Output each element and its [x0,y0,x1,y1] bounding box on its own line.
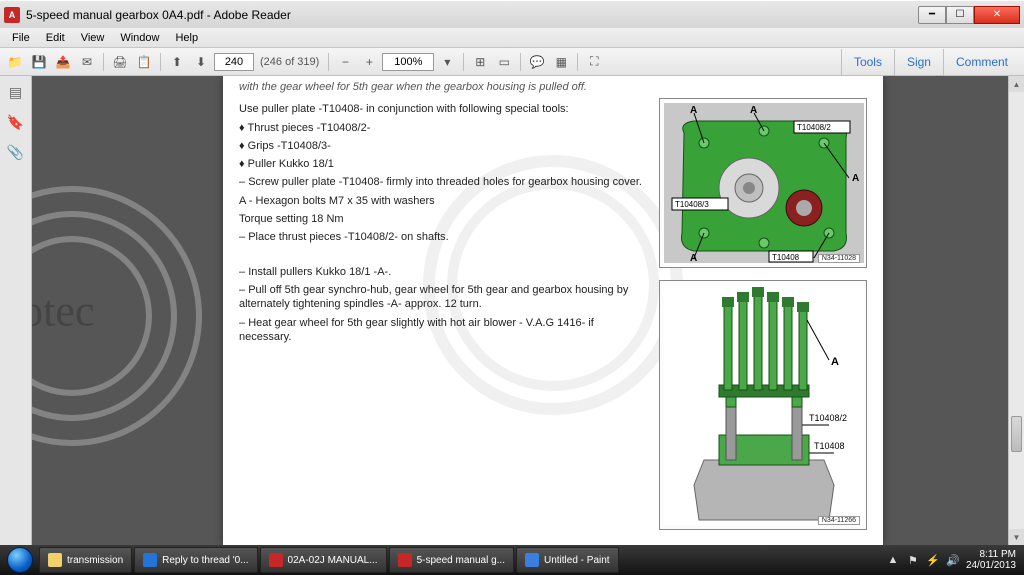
tray-date: 24/01/2013 [966,560,1016,571]
page-down-icon[interactable]: ⬇ [190,51,212,73]
doc-p1: Use puller plate -T10408- in conjunction… [239,102,649,116]
svg-text:A: A [690,105,697,116]
svg-text:T10408/3: T10408/3 [675,200,709,209]
doc-dash: Heat gear wheel for 5th gear slightly wi… [239,316,649,345]
toolbar: 📁 💾 📤 ✉ 🖨 📋 ⬆ ⬇ (246 of 319) − + ▾ ⊞ ▭ 💬… [0,48,1024,76]
menu-view[interactable]: View [73,32,113,44]
page-count: (246 of 319) [260,56,319,68]
menubar: File Edit View Window Help [0,28,1024,48]
fit-icon[interactable]: ⊞ [469,51,491,73]
toolbar-right: Tools Sign Comment [841,49,1020,75]
taskbar-item[interactable]: 5-speed manual g... [389,547,514,573]
toolbar-separator [577,53,578,71]
work-area: ▤ 🔖 📎 Protec with the gear wheel for 5th… [0,76,1024,545]
close-button[interactable]: ✕ [974,6,1020,24]
clock[interactable]: 8:11 PM 24/01/2013 [966,549,1016,571]
copy-icon[interactable]: 📋 [133,51,155,73]
taskbar-item[interactable]: Reply to thread '0... [134,547,257,573]
open-icon[interactable]: 📁 [4,51,26,73]
minimize-button[interactable]: ━ [918,6,946,24]
comment-button[interactable]: Comment [943,49,1020,75]
svg-text:T10408: T10408 [772,253,800,262]
page-up-icon[interactable]: ⬆ [166,51,188,73]
tray-time: 8:11 PM [966,549,1016,560]
flag-icon[interactable]: ⚑ [906,553,920,567]
doc-bullet: Thrust pieces -T10408/2- [239,121,649,135]
doc-dash: Pull off 5th gear synchro-hub, gear whee… [239,283,649,312]
taskbar-item[interactable]: 02A-02J MANUAL... [260,547,387,573]
doc-dash: Install pullers Kukko 18/1 -A-. [239,265,649,279]
scroll-thumb[interactable] [1011,416,1022,452]
page-number-input[interactable] [214,53,254,71]
toolbar-separator [103,53,104,71]
menu-window[interactable]: Window [112,32,167,44]
fit-page-icon[interactable]: ▭ [493,51,515,73]
pdf-page: with the gear wheel for 5th gear when th… [223,76,883,545]
svg-text:A: A [831,356,839,368]
taskbar-item[interactable]: Untitled - Paint [516,547,619,573]
document-area[interactable]: Protec with the gear wheel for 5th gear … [32,76,1008,545]
export-icon[interactable]: 📤 [52,51,74,73]
zoom-in-icon[interactable]: + [358,51,380,73]
svg-text:A: A [750,105,757,116]
vertical-scrollbar[interactable]: ▲ ▼ [1008,76,1024,545]
doc-dash: Place thrust pieces -T10408/2- on shafts… [239,230,649,244]
window-titlebar: A 5-speed manual gearbox 0A4.pdf - Adobe… [0,0,1024,28]
mail-icon[interactable]: ✉ [76,51,98,73]
figure-number: N34-11028 [818,254,860,263]
app-icon: A [4,7,20,23]
svg-text:T10408/2: T10408/2 [797,123,831,132]
svg-text:A: A [690,253,697,263]
svg-text:T10408: T10408 [814,441,845,451]
start-button[interactable] [2,545,38,575]
maximize-button[interactable]: ☐ [946,6,974,24]
window-title: 5-speed manual gearbox 0A4.pdf - Adobe R… [26,8,918,22]
zoom-input[interactable] [382,53,434,71]
network-icon[interactable]: ⚡ [926,553,940,567]
toolbar-separator [520,53,521,71]
toolbar-separator [328,53,329,71]
thumbnails-icon[interactable]: ▤ [6,82,26,102]
toolbar-separator [463,53,464,71]
svg-text:T10408/2: T10408/2 [809,413,847,423]
attachment-icon[interactable]: 📎 [6,142,26,162]
zoom-dropdown-icon[interactable]: ▾ [436,51,458,73]
save-icon[interactable]: 💾 [28,51,50,73]
volume-icon[interactable]: 🔊 [946,553,960,567]
system-tray: ▲ ⚑ ⚡ 🔊 8:11 PM 24/01/2013 [880,549,1022,571]
tools-button[interactable]: Tools [841,49,894,75]
zoom-out-icon[interactable]: − [334,51,356,73]
figure-number: N34-11266 [818,516,860,525]
taskbar-item[interactable]: transmission [39,547,132,573]
figure-1: A A A A T10408/2 T10408/3 T10408 N34-110… [659,98,867,268]
read-mode-icon[interactable]: ⛶ [583,51,605,73]
comment-icon[interactable]: 💬 [526,51,548,73]
menu-help[interactable]: Help [167,32,206,44]
window-buttons: ━ ☐ ✕ [918,6,1020,24]
sign-button[interactable]: Sign [894,49,943,75]
doc-p3: Torque setting 18 Nm [239,212,649,226]
scroll-down-icon[interactable]: ▼ [1009,529,1024,545]
print-icon[interactable]: 🖨 [109,51,131,73]
doc-intro: with the gear wheel for 5th gear when th… [239,80,867,94]
doc-p2: A - Hexagon bolts M7 x 35 with washers [239,194,649,208]
tray-up-icon[interactable]: ▲ [886,553,900,567]
figure-2: A T10408/2 T10408 N34-11266 [659,280,867,530]
toolbar-separator [160,53,161,71]
svg-text:A: A [852,173,859,184]
taskbar: transmission Reply to thread '0... 02A-0… [0,545,1024,575]
left-sidebar: ▤ 🔖 📎 [0,76,32,545]
doc-bullet: Puller Kukko 18/1 [239,157,649,171]
watermark-text: Protec [32,285,94,336]
doc-bullet: Grips -T10408/3- [239,139,649,153]
menu-file[interactable]: File [4,32,38,44]
scroll-up-icon[interactable]: ▲ [1009,76,1024,92]
doc-dash: Screw puller plate -T10408- firmly into … [239,175,649,189]
bookmark-icon[interactable]: 🔖 [6,112,26,132]
highlight-icon[interactable]: ▦ [550,51,572,73]
menu-edit[interactable]: Edit [38,32,73,44]
